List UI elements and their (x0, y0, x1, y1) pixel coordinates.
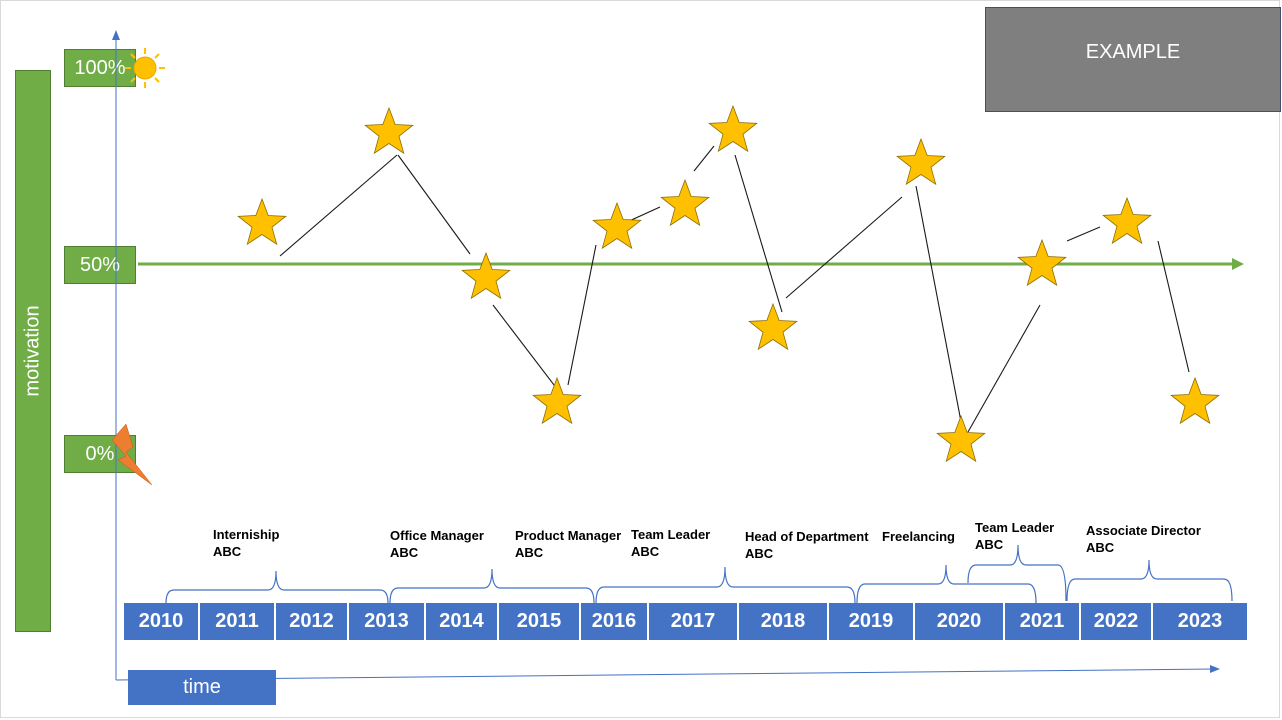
connector (734, 154, 783, 313)
connector (1157, 240, 1190, 373)
year-cell: 2022 (1081, 603, 1153, 640)
role-label: Freelancing (882, 528, 955, 545)
year-cell: 2019 (829, 603, 915, 640)
star-marker (461, 251, 511, 300)
brace (967, 544, 1067, 602)
role-org: ABC (390, 545, 419, 560)
year-cell: 2018 (739, 603, 829, 640)
star-connectors (279, 145, 1190, 433)
fifty-percent-arrow (1232, 258, 1244, 270)
star-marker (237, 197, 287, 246)
x-axis-arrow (1210, 665, 1220, 673)
star-marker (1017, 238, 1067, 287)
star-marker (532, 376, 582, 425)
x-axis (115, 668, 1215, 681)
connector (915, 185, 964, 433)
star-marker (660, 178, 710, 227)
star-marker (896, 137, 946, 186)
year-cell: 2010 (124, 603, 200, 640)
role-label: Team Leader ABC (975, 519, 1054, 553)
role-label: Team Leader ABC (631, 526, 710, 560)
star-marker (748, 302, 798, 351)
role-label: Interniship ABC (213, 526, 279, 560)
role-label: Head of Department ABC (745, 528, 869, 562)
role-title: Team Leader (975, 520, 1055, 535)
role-org: ABC (515, 545, 544, 560)
year-cell: 2013 (349, 603, 426, 640)
role-label: Product Manager ABC (515, 527, 621, 561)
connector (693, 145, 715, 172)
star-marker (592, 201, 642, 250)
role-org: ABC (631, 544, 660, 559)
role-braces (165, 544, 1233, 604)
brace (856, 564, 1037, 604)
year-cell: 2017 (649, 603, 739, 640)
connector (279, 154, 398, 257)
motivation-axis-label-box: motivation (15, 70, 51, 632)
year-cell: 2023 (1153, 603, 1247, 640)
year-cell: 2020 (915, 603, 1005, 640)
brace (165, 570, 389, 604)
role-org: ABC (975, 537, 1004, 552)
year-timeline: 2010 2011 2012 2013 2014 2015 2016 2017 … (124, 603, 1247, 640)
role-title: Office Manager (390, 528, 484, 543)
level-50-label: 50% (64, 246, 136, 284)
year-cell: 2021 (1005, 603, 1081, 640)
lightning-icon (111, 423, 153, 486)
role-org: ABC (213, 544, 242, 559)
connector (967, 304, 1041, 433)
sun-icon (125, 48, 165, 88)
year-cell: 2015 (499, 603, 581, 640)
connector (626, 206, 661, 223)
y-axis-arrow (112, 30, 120, 40)
star-marker (936, 414, 986, 463)
time-axis-label: time (128, 670, 276, 705)
role-label: Associate Director ABC (1086, 522, 1201, 556)
brace (595, 566, 856, 604)
role-title: Freelancing (882, 529, 955, 544)
year-cell: 2011 (200, 603, 276, 640)
role-label: Office Manager ABC (390, 527, 484, 561)
star-marker (708, 104, 758, 153)
connector (1066, 226, 1101, 242)
year-cell: 2014 (426, 603, 499, 640)
role-org: ABC (745, 546, 774, 561)
role-org: ABC (1086, 540, 1115, 555)
role-title: Head of Department (745, 529, 869, 544)
connector (785, 196, 903, 299)
connector (567, 244, 597, 386)
role-title: Product Manager (515, 528, 622, 543)
star-points (237, 104, 1220, 463)
star-marker (364, 106, 414, 155)
star-marker (1170, 376, 1220, 425)
connector (397, 154, 471, 255)
level-100-label: 100% (64, 49, 136, 87)
year-cell: 2016 (581, 603, 649, 640)
role-title: Interniship (213, 527, 280, 542)
example-badge: EXAMPLE (985, 7, 1281, 112)
brace (389, 568, 595, 604)
star-marker (1102, 196, 1152, 245)
role-title: Associate Director (1086, 523, 1201, 538)
year-cell: 2012 (276, 603, 349, 640)
role-title: Team Leader (631, 527, 711, 542)
brace (1066, 559, 1233, 602)
